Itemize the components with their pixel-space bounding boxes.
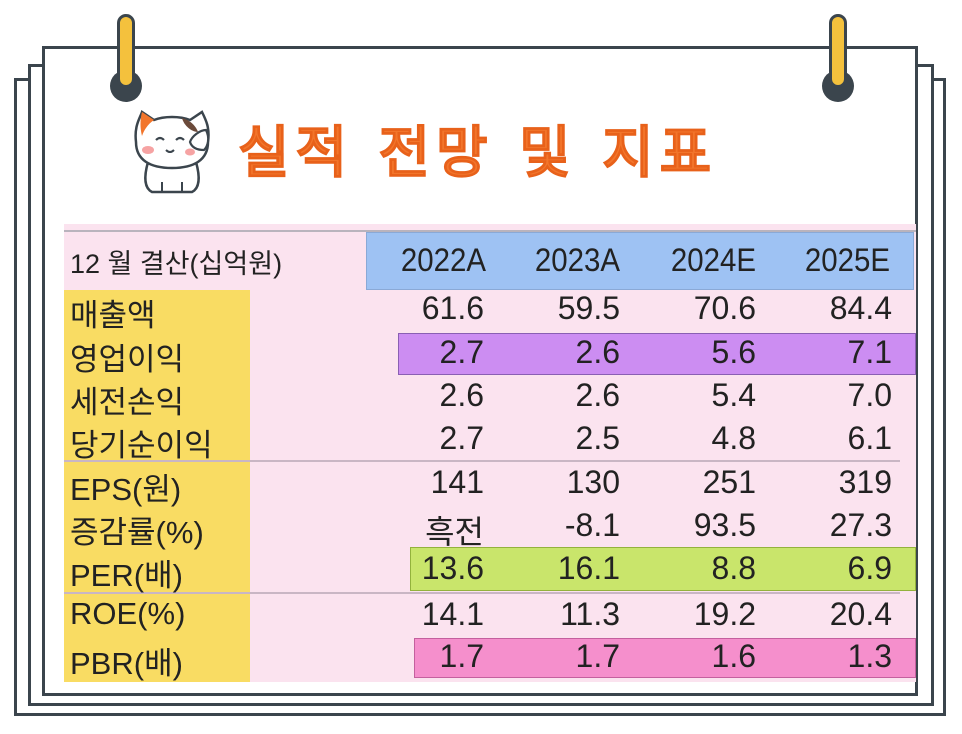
table-cell: 59.5 xyxy=(557,290,620,326)
table-cell: 흑전 xyxy=(425,514,484,550)
table-cell: 2.5 xyxy=(575,420,620,456)
header-top-line xyxy=(64,230,916,232)
table-cell: 319 xyxy=(838,464,892,500)
table-cell: 1.6 xyxy=(711,638,756,674)
table-cell: 2.7 xyxy=(439,334,484,370)
table-cell: 130 xyxy=(566,464,620,500)
table-cell: 19.2 xyxy=(693,596,756,632)
per-highlight xyxy=(410,547,916,591)
table-cell: 20.4 xyxy=(829,596,892,632)
year-header: 2025E xyxy=(804,242,890,278)
row-label-revenue: 매출액 xyxy=(70,298,156,333)
year-header: 2024E xyxy=(670,242,756,278)
row-label-net-income: 당기순이익 xyxy=(70,428,213,463)
table-cell: 1.3 xyxy=(847,638,892,674)
table-cell: 7.1 xyxy=(847,334,892,370)
table-cell: 6.1 xyxy=(847,420,892,456)
table-cell: 14.1 xyxy=(421,596,484,632)
binder-ring-icon xyxy=(110,14,142,102)
table-cell: 13.6 xyxy=(421,550,484,586)
row-label-column xyxy=(64,290,250,682)
year-header-bar xyxy=(366,232,914,290)
table-cell: 2.6 xyxy=(439,377,484,413)
table-cell: 16.1 xyxy=(557,550,620,586)
table-cell: 8.8 xyxy=(711,550,756,586)
row-group-separator xyxy=(64,592,900,594)
table-cell: 1.7 xyxy=(439,638,484,674)
table-cell: 6.9 xyxy=(847,550,892,586)
table-cell: -8.1 xyxy=(564,507,620,543)
table-cell: 27.3 xyxy=(829,507,892,543)
earnings-forecast-table: 12 월 결산(십억원) 2022A 2023A 2024E 2025E 매출액… xyxy=(64,224,916,682)
table-cell: 7.0 xyxy=(847,377,892,413)
table-cell: 84.4 xyxy=(829,290,892,326)
row-group-separator xyxy=(64,460,900,462)
table-cell: 5.6 xyxy=(711,334,756,370)
row-label-growth-rate: 증감률(%) xyxy=(70,515,204,550)
table-cell: 70.6 xyxy=(693,290,756,326)
table-cell: 2.6 xyxy=(575,334,620,370)
table-cell: 61.6 xyxy=(421,290,484,326)
row-label-operating-income: 영업이익 xyxy=(70,342,185,377)
table-cell: 2.6 xyxy=(575,377,620,413)
operating-income-highlight xyxy=(398,333,916,375)
row-label-pbr: PBR(배) xyxy=(70,646,183,681)
table-cell: 93.5 xyxy=(693,507,756,543)
row-label-eps: EPS(원) xyxy=(70,472,182,507)
page-title: 실적 전망 및 지표 xyxy=(237,121,718,187)
fiscal-year-unit-label: 12 월 결산(십억원) xyxy=(70,249,283,279)
pbr-highlight xyxy=(414,638,916,678)
table-cell: 251 xyxy=(702,464,756,500)
table-cell: 5.4 xyxy=(711,377,756,413)
row-label-pretax-income: 세전손익 xyxy=(70,385,185,420)
table-cell: 2.7 xyxy=(439,420,484,456)
calico-cat-mascot-icon xyxy=(134,110,210,194)
year-header: 2023A xyxy=(534,242,620,278)
table-cell: 141 xyxy=(430,464,484,500)
table-cell: 1.7 xyxy=(575,638,620,674)
binder-ring-icon xyxy=(822,14,854,102)
year-header: 2022A xyxy=(400,242,486,278)
row-label-per: PER(배) xyxy=(70,558,183,593)
table-cell: 11.3 xyxy=(560,596,620,632)
row-label-roe: ROE(%) xyxy=(70,596,186,631)
table-cell: 4.8 xyxy=(711,420,756,456)
